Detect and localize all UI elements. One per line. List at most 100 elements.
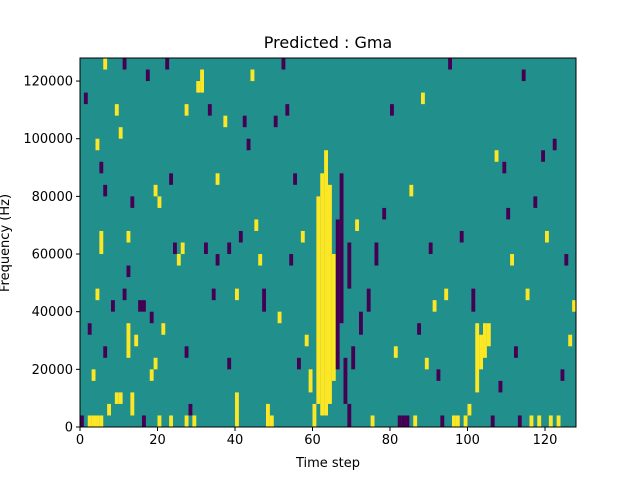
heatmap-cell (517, 415, 522, 427)
heatmap-cell (572, 300, 576, 312)
heatmap-cell (289, 254, 294, 266)
heatmap-cell (320, 173, 325, 416)
heatmap-cell (347, 403, 352, 427)
heatmap-cell (122, 58, 127, 70)
x-tick-label: 120 (533, 433, 558, 448)
heatmap-cell (459, 230, 464, 243)
heatmap-cell (331, 254, 336, 381)
heatmap-cell (533, 196, 538, 208)
y-tick-label: 40000 (32, 305, 73, 320)
y-tick-label: 120000 (23, 75, 73, 90)
heatmap-cell (510, 254, 514, 266)
heatmap-cell (421, 92, 425, 105)
heatmap-cell (134, 334, 139, 347)
heatmap-cell (87, 323, 92, 335)
heatmap-cell (246, 138, 251, 151)
x-tick-label: 20 (149, 433, 166, 448)
heatmap-cell (521, 69, 526, 82)
heatmap-cell (95, 138, 100, 151)
heatmap-cell (428, 242, 433, 255)
heatmap-cell (486, 323, 491, 347)
heatmap-cell (138, 300, 142, 312)
heatmap-cell (370, 415, 375, 427)
heatmap-cell (91, 415, 96, 427)
heatmap-cell (118, 127, 123, 139)
heatmap-cell (142, 300, 146, 312)
heatmap-cell (355, 219, 359, 231)
heatmap-cell (99, 230, 104, 255)
heatmap-cell (424, 357, 429, 370)
x-tick-label: 80 (382, 433, 399, 448)
heatmap-cell (351, 346, 356, 370)
heatmap-cell (297, 357, 301, 370)
heatmap-cell (498, 380, 503, 393)
heatmap-cell (552, 138, 557, 151)
heatmap-cell (149, 311, 154, 324)
heatmap-cell (99, 415, 104, 427)
heatmap-cell (142, 415, 146, 427)
heatmap-cell (390, 104, 394, 116)
heatmap-cell (401, 415, 406, 427)
heatmap-cell (347, 242, 352, 289)
heatmap-cell (490, 415, 495, 427)
heatmap-cell (126, 323, 131, 358)
heatmap-cell (254, 219, 259, 231)
heatmap-cell (537, 415, 542, 427)
heatmap-cell (343, 357, 348, 404)
heatmap-cell (184, 104, 189, 116)
heatmap-cell (335, 219, 340, 370)
y-axis: 0 20000 40000 60000 80000 100000 120000 (23, 75, 80, 436)
heatmap-cell (374, 242, 379, 266)
heatmap-cell (556, 415, 561, 427)
heatmap-cell (502, 161, 507, 174)
heatmap-cell (103, 184, 108, 197)
heatmap-cell (173, 242, 177, 255)
x-tick-label: 60 (304, 433, 321, 448)
heatmap-cell (227, 242, 232, 255)
heatmap-cell (548, 415, 553, 427)
heatmap-cell (405, 415, 410, 427)
heatmap-cell (215, 254, 220, 266)
heatmap-cell (83, 92, 88, 105)
heatmap-cell (157, 196, 162, 208)
heatmap-cell (188, 403, 193, 416)
heatmap-cell (436, 369, 441, 381)
heatmap-cell (122, 288, 127, 301)
heatmap-cell (153, 357, 158, 370)
heatmap-cell (475, 323, 480, 393)
heatmap-cell (366, 288, 371, 312)
heatmap-cell (444, 288, 449, 301)
heatmap-cell (269, 415, 274, 427)
x-tick-label: 40 (227, 433, 244, 448)
heatmap-cell (180, 242, 185, 255)
heatmap-cell (560, 369, 565, 381)
heatmap-cell (126, 230, 131, 243)
heatmap-cell (448, 58, 452, 70)
heatmap-cell (529, 415, 534, 427)
heatmap-cell (80, 415, 84, 427)
heatmap-cell (312, 403, 317, 427)
heatmap-cell (397, 415, 402, 427)
heatmap-cell (483, 323, 487, 358)
heatmap-cell (324, 150, 328, 416)
heatmap-cell (211, 288, 216, 301)
heatmap-cell (471, 288, 476, 312)
heatmap-cell (304, 334, 309, 347)
heatmap-cell (417, 323, 421, 335)
heatmap-cell (95, 288, 100, 301)
heatmap-cell (111, 300, 115, 312)
heatmap-cells (80, 58, 576, 427)
heatmap-cell (235, 392, 239, 427)
heatmap-cell (525, 288, 530, 301)
heatmap-cell (293, 173, 297, 185)
x-axis: 0 20 40 60 80 100 120 (76, 427, 558, 448)
heatmap-cell (157, 415, 162, 427)
heatmap-cell (118, 392, 123, 404)
heatmap-cell (130, 392, 135, 416)
heatmap-cell (308, 369, 313, 393)
heatmap-cell (87, 415, 92, 427)
heatmap-cell (169, 415, 173, 427)
heatmap-cell (339, 173, 344, 324)
heatmap-cell (165, 58, 170, 70)
